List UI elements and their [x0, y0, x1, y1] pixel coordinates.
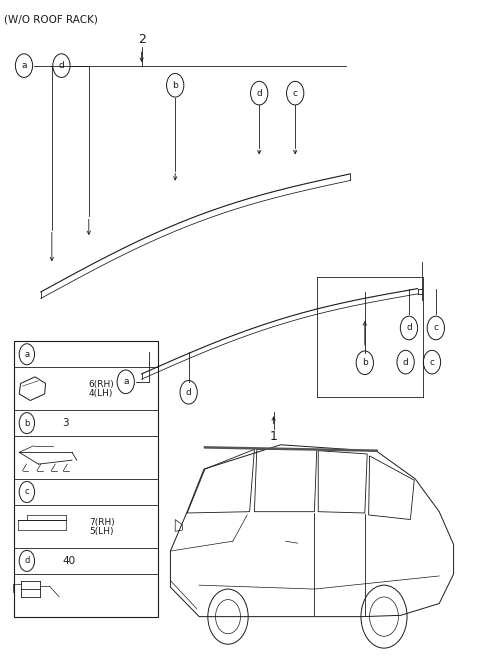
- Text: 1: 1: [270, 430, 277, 443]
- Text: 40: 40: [62, 556, 75, 566]
- Text: d: d: [186, 388, 192, 397]
- Text: 2: 2: [138, 33, 145, 46]
- Text: d: d: [59, 61, 64, 70]
- Text: 6(RH): 6(RH): [89, 380, 115, 389]
- Text: d: d: [406, 323, 412, 333]
- Text: 7(RH): 7(RH): [89, 518, 115, 527]
- Text: a: a: [24, 350, 29, 359]
- Text: c: c: [293, 89, 298, 98]
- Text: b: b: [24, 419, 30, 428]
- Text: d: d: [403, 358, 408, 367]
- Text: a: a: [21, 61, 27, 70]
- Text: c: c: [24, 487, 29, 497]
- Text: 4(LH): 4(LH): [89, 390, 113, 398]
- Text: b: b: [172, 81, 178, 90]
- Text: a: a: [123, 377, 129, 386]
- Text: 5(LH): 5(LH): [89, 527, 113, 536]
- Text: d: d: [24, 556, 30, 565]
- Text: (W/O ROOF RACK): (W/O ROOF RACK): [4, 14, 98, 24]
- Text: c: c: [430, 358, 434, 367]
- Text: c: c: [433, 323, 438, 333]
- Text: d: d: [256, 89, 262, 98]
- Text: b: b: [362, 358, 368, 367]
- Text: 3: 3: [62, 418, 69, 428]
- Bar: [14, 341, 158, 617]
